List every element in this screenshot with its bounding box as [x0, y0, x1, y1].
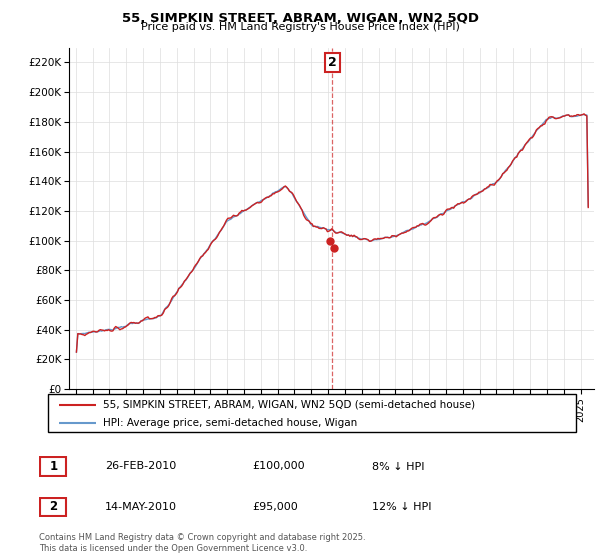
FancyBboxPatch shape [40, 498, 67, 516]
Text: 26-FEB-2010: 26-FEB-2010 [105, 461, 176, 472]
Text: 12% ↓ HPI: 12% ↓ HPI [372, 502, 431, 512]
Text: 2: 2 [328, 56, 337, 69]
Text: 2: 2 [49, 500, 58, 514]
Text: 55, SIMPKIN STREET, ABRAM, WIGAN, WN2 5QD: 55, SIMPKIN STREET, ABRAM, WIGAN, WN2 5Q… [121, 12, 479, 25]
Text: 14-MAY-2010: 14-MAY-2010 [105, 502, 177, 512]
Text: £100,000: £100,000 [252, 461, 305, 472]
FancyBboxPatch shape [48, 394, 576, 432]
Text: 8% ↓ HPI: 8% ↓ HPI [372, 461, 425, 472]
Text: Price paid vs. HM Land Registry's House Price Index (HPI): Price paid vs. HM Land Registry's House … [140, 22, 460, 32]
Text: 1: 1 [49, 460, 58, 473]
Text: £95,000: £95,000 [252, 502, 298, 512]
Text: 55, SIMPKIN STREET, ABRAM, WIGAN, WN2 5QD (semi-detached house): 55, SIMPKIN STREET, ABRAM, WIGAN, WN2 5Q… [103, 400, 476, 410]
Text: Contains HM Land Registry data © Crown copyright and database right 2025.
This d: Contains HM Land Registry data © Crown c… [39, 533, 365, 553]
FancyBboxPatch shape [40, 458, 67, 475]
Text: HPI: Average price, semi-detached house, Wigan: HPI: Average price, semi-detached house,… [103, 418, 358, 428]
